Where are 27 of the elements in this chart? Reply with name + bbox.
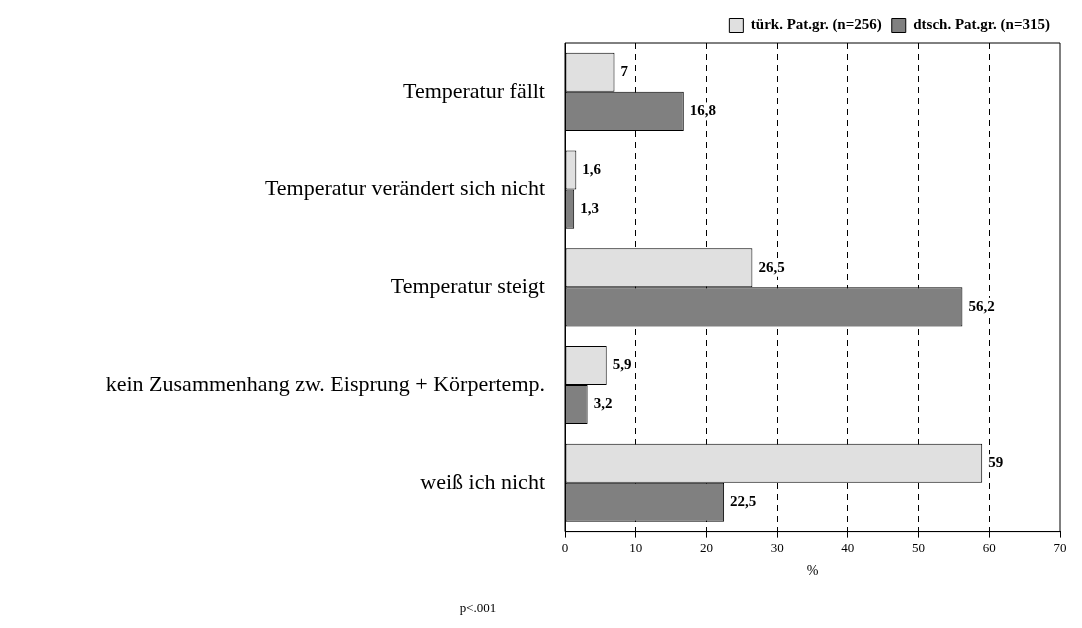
text: p<.001 (459, 600, 497, 615)
x-tick-label: 70 (1053, 539, 1067, 555)
data-label: 1,6 (582, 160, 602, 177)
y-tick-label: Temperatur steigt (390, 273, 545, 299)
data-label: 1,3 (580, 200, 599, 216)
x-tick-label: 30 (770, 539, 784, 555)
y-tick-label: kein Zusammenhang zw. Eisprung + Körpertemp. (105, 370, 545, 396)
x-tick-label: 40 (841, 539, 855, 555)
data-label: 59 (988, 454, 1004, 471)
legend-label: dtsch. Pat.gr. (n=315) (913, 16, 1051, 34)
data-label: 3,2 (593, 395, 613, 412)
data-label: 7 (620, 63, 629, 80)
x-tick-label: 20 (699, 539, 713, 555)
x-axis-title: % (806, 563, 819, 579)
y-tick-label: weiß ich nicht (420, 468, 545, 494)
data-label: 26,5 (758, 258, 785, 275)
data-label: 5,9 (612, 356, 632, 373)
data-label: 16,8 (689, 102, 717, 119)
data-label: 56,2 (968, 297, 995, 314)
x-tick-label: 10 (629, 539, 643, 555)
y-tick-label: Temperatur verändert sich nicht (264, 175, 545, 201)
x-tick-label: 50 (912, 539, 926, 555)
x-tick-label: 60 (982, 539, 996, 555)
data-label: 22,5 (730, 493, 757, 510)
y-tick-label: Temperatur fällt (402, 77, 545, 103)
x-tick-label: 0 (561, 539, 569, 555)
legend-label: türk. Pat.gr. (n=256) (750, 16, 882, 34)
